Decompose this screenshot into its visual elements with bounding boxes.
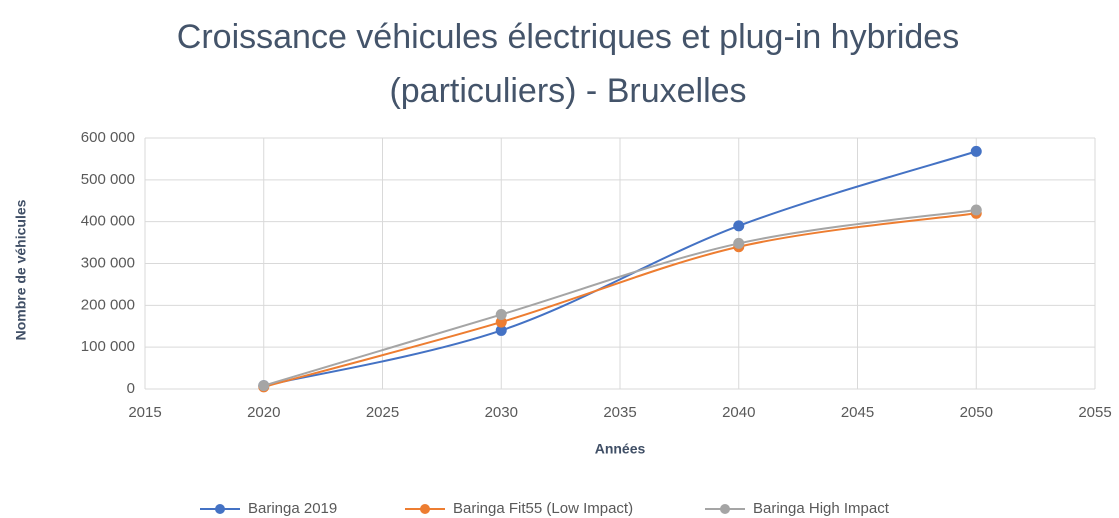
legend-label: Baringa High Impact xyxy=(753,500,890,517)
data-point xyxy=(970,145,982,157)
y-tick-label: 500 000 xyxy=(81,171,135,188)
y-axis-label: Nombre de véhicules xyxy=(13,199,29,340)
chart-title: Croissance véhicules électriques et plug… xyxy=(176,18,960,110)
y-tick-label: 100 000 xyxy=(81,338,135,355)
x-tick-label: 2030 xyxy=(485,404,518,421)
data-point xyxy=(733,220,745,232)
x-tick-label: 2025 xyxy=(366,404,399,421)
series-line xyxy=(263,208,977,387)
y-tick-label: 200 000 xyxy=(81,296,135,313)
legend-marker xyxy=(420,504,430,514)
data-point xyxy=(495,316,507,328)
y-tick-label: 400 000 xyxy=(81,213,135,230)
x-tick-label: 2045 xyxy=(841,404,874,421)
data-point xyxy=(495,324,507,336)
x-tick-label: 2015 xyxy=(128,404,161,421)
legend-label: Baringa Fit55 (Low Impact) xyxy=(453,500,633,517)
legend-marker xyxy=(215,504,225,514)
series-line xyxy=(263,212,977,388)
x-axis-label: Années xyxy=(595,441,646,457)
data-point xyxy=(495,309,507,321)
x-tick-label: 2020 xyxy=(247,404,280,421)
data-point xyxy=(258,380,270,392)
x-tick-label: 2035 xyxy=(603,404,636,421)
y-tick-label: 0 xyxy=(127,380,135,397)
data-point xyxy=(733,237,745,249)
series-line xyxy=(263,150,977,387)
x-tick-label: 2055 xyxy=(1078,404,1111,421)
legend-marker xyxy=(720,504,730,514)
y-tick-label: 300 000 xyxy=(81,254,135,271)
data-point xyxy=(970,204,982,216)
x-tick-label: 2050 xyxy=(960,404,993,421)
legend-label: Baringa 2019 xyxy=(248,500,337,517)
x-tick-label: 2040 xyxy=(722,404,755,421)
y-tick-label: 600 000 xyxy=(81,129,135,146)
